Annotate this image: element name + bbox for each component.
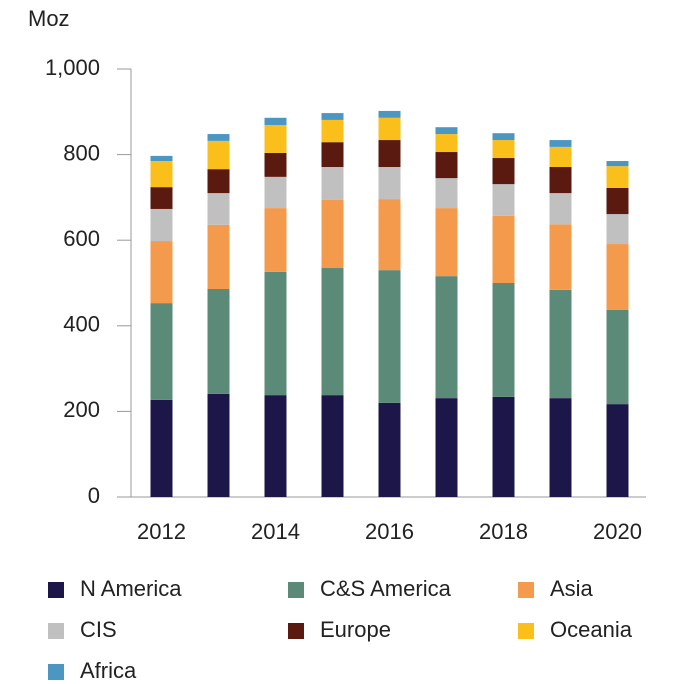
legend-swatch [518, 582, 534, 598]
bar-segment [378, 402, 401, 497]
legend-swatch [288, 582, 304, 598]
legend-label: Africa [80, 658, 137, 683]
bar-segment [549, 289, 572, 399]
bar-segment [150, 155, 173, 162]
legend-label: Europe [320, 617, 391, 642]
bar-segment [150, 241, 173, 304]
bar-segment [207, 140, 230, 170]
bar-segment [264, 117, 287, 126]
bar-segment [264, 152, 287, 177]
x-tick-label: 2018 [479, 519, 528, 544]
legend-label: C&S America [320, 576, 452, 601]
legend-swatch [48, 664, 64, 680]
legend-swatch [48, 623, 64, 639]
bar-segment [435, 208, 458, 277]
bar-segment [606, 161, 629, 167]
bar-segment [321, 142, 344, 168]
bar-segment [378, 167, 401, 200]
bar-segment [321, 113, 344, 120]
bar-segment [207, 193, 230, 225]
y-axis-label: Moz [28, 6, 70, 31]
bar-segment [264, 271, 287, 396]
bar-segment [378, 110, 401, 118]
y-tick-label: 800 [63, 140, 100, 165]
bar-segment [150, 399, 173, 497]
bar-segment [492, 215, 515, 283]
bar-segment [435, 276, 458, 399]
y-tick-label: 0 [88, 483, 100, 508]
bar-segment [207, 288, 230, 394]
bar-segment [606, 309, 629, 405]
x-tick-label: 2020 [593, 519, 642, 544]
legend-label: Oceania [550, 617, 633, 642]
bar-segment [321, 199, 344, 269]
y-tick-label: 200 [63, 397, 100, 422]
bar-segment [378, 199, 401, 271]
bar-segment [492, 140, 515, 159]
bar-segment [264, 208, 287, 272]
bar-segment [606, 214, 629, 245]
bar-segment [435, 127, 458, 135]
bar-segment [264, 125, 287, 153]
bar-segment [606, 187, 629, 215]
bar-segment [606, 404, 629, 497]
bar-segment [492, 184, 515, 216]
y-tick-label: 600 [63, 226, 100, 251]
bar-segment [549, 224, 572, 290]
legend-swatch [518, 623, 534, 639]
bar-segment [150, 187, 173, 209]
bar-segment [492, 158, 515, 185]
bar-segment [492, 396, 515, 497]
x-tick-label: 2012 [137, 519, 186, 544]
x-tick-label: 2016 [365, 519, 414, 544]
bar-segment [150, 303, 173, 400]
legend-label: Asia [550, 576, 594, 601]
bar-segment [435, 178, 458, 209]
bar-segment [549, 193, 572, 225]
bar-segment [321, 268, 344, 396]
bar-segment [321, 395, 344, 497]
bar-segment [606, 166, 629, 188]
legend-label: CIS [80, 617, 117, 642]
y-tick-label: 1,000 [45, 55, 100, 80]
bar-segment [207, 134, 230, 141]
bar-segment [150, 208, 173, 242]
bar-segment [378, 117, 401, 141]
bar-segment [207, 393, 230, 497]
bar-segment [435, 134, 458, 153]
bar-segment [207, 224, 230, 289]
bar-segment [549, 398, 572, 497]
x-tick-label: 2014 [251, 519, 300, 544]
bar-segment [549, 167, 572, 194]
bar-segment [207, 169, 230, 194]
bar-segment [549, 146, 572, 168]
bar-segment [321, 167, 344, 200]
bar-segment [378, 270, 401, 403]
bar-segment [435, 398, 458, 497]
bar-segment [492, 133, 515, 141]
bar-segment [378, 140, 401, 168]
bar-segment [150, 161, 173, 188]
y-tick-label: 400 [63, 312, 100, 337]
bar-segment [492, 283, 515, 397]
legend-swatch [48, 582, 64, 598]
legend-label: N America [80, 576, 182, 601]
bar-segment [435, 152, 458, 179]
bar-segment [549, 140, 572, 147]
bar-segment [606, 244, 629, 310]
bar-segment [264, 395, 287, 497]
bar-segment [321, 119, 344, 143]
bar-segment [264, 176, 287, 209]
legend-swatch [288, 623, 304, 639]
